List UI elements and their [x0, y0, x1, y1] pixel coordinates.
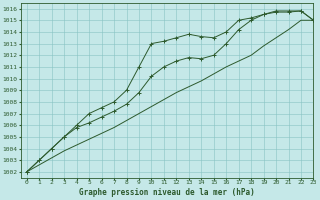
X-axis label: Graphe pression niveau de la mer (hPa): Graphe pression niveau de la mer (hPa): [79, 188, 255, 197]
